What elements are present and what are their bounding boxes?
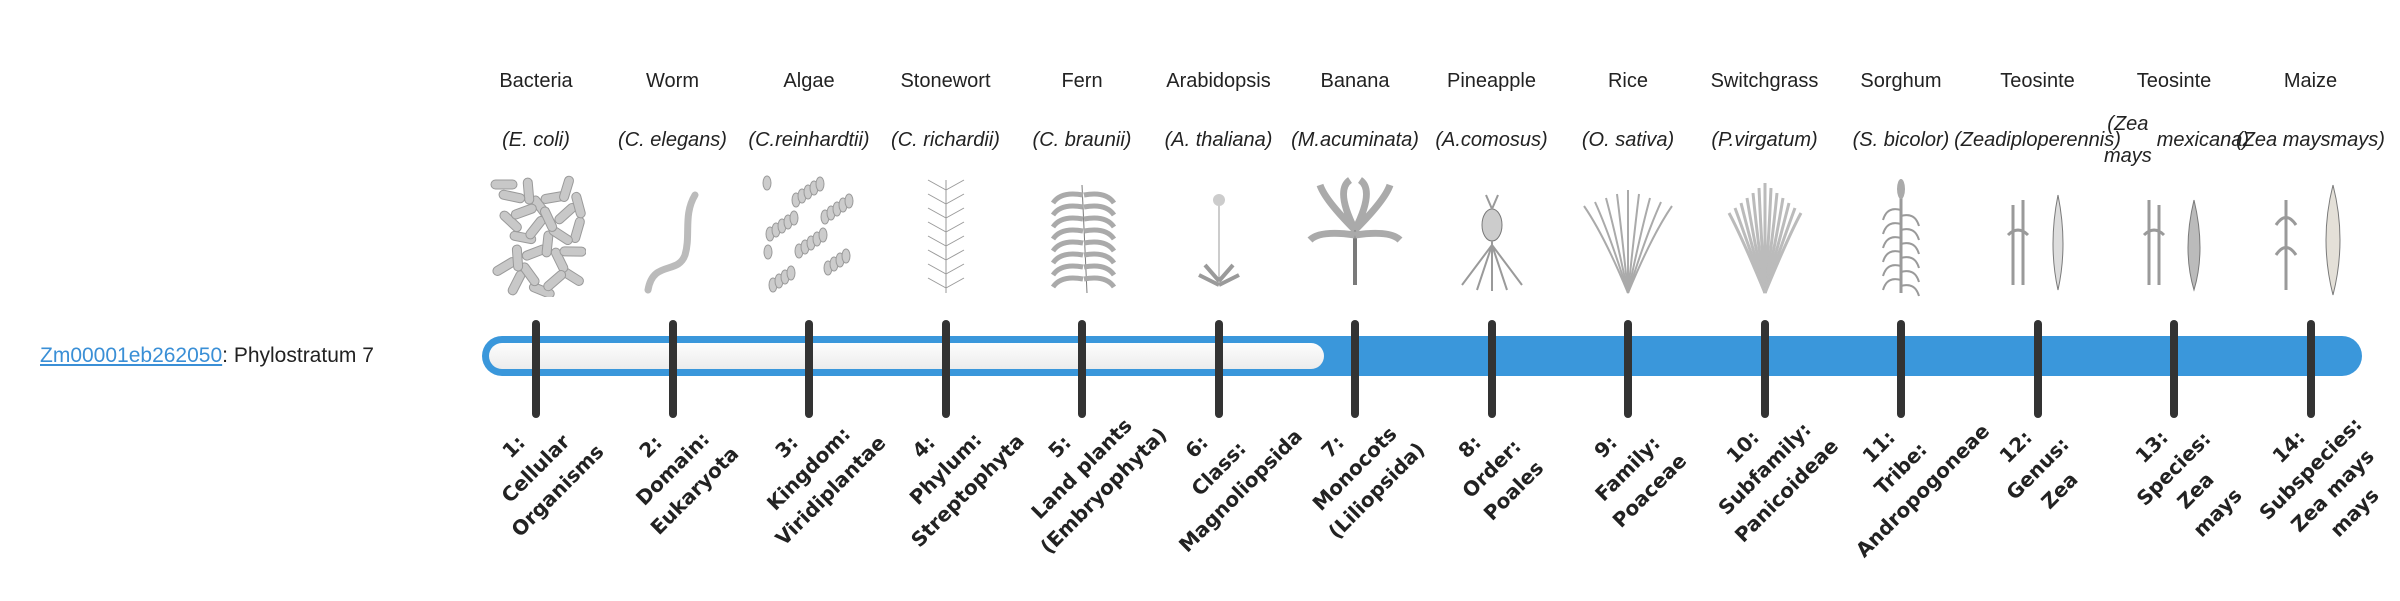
scientific-name-line: acuminata) bbox=[1319, 129, 1419, 151]
stratum-tick bbox=[668, 320, 677, 418]
phylostratum-bar bbox=[482, 336, 2362, 376]
organism-common-name: Fern bbox=[1061, 70, 1103, 92]
organism-scientific-name: (M. acuminata) bbox=[1280, 106, 1430, 174]
scientific-name-line: (E. coli) bbox=[502, 129, 570, 151]
stratum-tick bbox=[532, 320, 540, 418]
algae-illustration bbox=[759, 175, 859, 297]
stratum-tick bbox=[1214, 320, 1223, 418]
teosinte-mexicana-illustration bbox=[2124, 175, 2224, 297]
banana-illustration bbox=[1305, 175, 1405, 297]
organism-scientific-name: (O. sativa) bbox=[1553, 106, 1703, 174]
scientific-name-line: mexicana) bbox=[2156, 129, 2249, 151]
organism-common-name: Switchgrass bbox=[1710, 70, 1819, 92]
scientific-name-line: (Zea bbox=[1954, 129, 1996, 151]
stratum-tick bbox=[1760, 320, 1769, 418]
stratum-tick bbox=[2170, 320, 2178, 418]
organism-common-name: Teosinte bbox=[2000, 70, 2075, 92]
organism-common-name: Maize bbox=[2283, 70, 2338, 92]
organism-scientific-name: (C. elegans) bbox=[598, 106, 748, 174]
organism-common-name: Rice bbox=[1607, 70, 1648, 92]
organism-scientific-name: (P. virgatum) bbox=[1690, 106, 1840, 174]
organism-common-name: Teosinte bbox=[2136, 70, 2212, 92]
organism-common-name: Banana bbox=[1320, 70, 1390, 92]
stonewort-illustration bbox=[896, 175, 996, 297]
organism-common-name: Pineapple bbox=[1447, 70, 1536, 92]
scientific-name-line: comosus) bbox=[1460, 129, 1548, 151]
switchgrass-illustration bbox=[1715, 175, 1815, 297]
organism-common-name: Stonewort bbox=[900, 70, 991, 92]
scientific-name-line: (C. elegans) bbox=[618, 129, 727, 151]
organism-common-name: Algae bbox=[783, 70, 835, 92]
stratum-tick bbox=[2033, 320, 2042, 418]
organism-scientific-name: (C. braunii) bbox=[1007, 106, 1157, 174]
maize-illustration bbox=[2261, 175, 2361, 297]
organism-common-name: Arabidopsis bbox=[1166, 70, 1271, 92]
bacteria-illustration bbox=[486, 175, 587, 299]
organism-scientific-name: (C. richardii) bbox=[871, 106, 1021, 174]
scientific-name-line: (C. richardii) bbox=[891, 129, 1000, 151]
organism-common-name: Worm bbox=[646, 70, 699, 92]
stratum-tick bbox=[941, 320, 950, 418]
stratum-tick bbox=[1897, 320, 1905, 418]
scientific-name-line: reinhardtii) bbox=[775, 129, 870, 151]
sorghum-illustration bbox=[1851, 175, 1951, 297]
scientific-name-line: (M. bbox=[1291, 129, 1320, 151]
rice-illustration bbox=[1578, 175, 1678, 297]
stratum-tick bbox=[2306, 320, 2315, 418]
stratum-tick bbox=[1624, 320, 1632, 418]
organism-scientific-name: (A. comosus) bbox=[1417, 106, 1567, 174]
stratum-tick bbox=[805, 320, 813, 418]
stratum-tick bbox=[1351, 320, 1359, 418]
worm-illustration bbox=[623, 175, 723, 297]
scientific-name-line: mays) bbox=[2330, 129, 2385, 151]
organism-scientific-name: (Zea diploperennis) bbox=[1954, 106, 2121, 174]
scientific-name-line: (C. braunii) bbox=[1032, 129, 1132, 151]
organism-common-name: Sorghum bbox=[1860, 70, 1942, 92]
scientific-name-line: (C. bbox=[748, 129, 776, 151]
separator: : bbox=[222, 344, 234, 367]
stratum-tick bbox=[1078, 320, 1086, 418]
scientific-name-line: (P. bbox=[1711, 129, 1735, 151]
gene-id-link[interactable]: Zm00001eb262050 bbox=[40, 344, 223, 367]
pineapple-illustration bbox=[1442, 175, 1542, 297]
fern-illustration bbox=[1032, 175, 1132, 297]
organism-scientific-name: (A. thaliana) bbox=[1144, 106, 1294, 174]
scientific-name-line: diploperennis) bbox=[1995, 129, 2121, 151]
scientific-name-line: (O. sativa) bbox=[1581, 129, 1675, 151]
organism-common-name: Bacteria bbox=[499, 70, 573, 92]
scientific-name-line: virgatum) bbox=[1734, 129, 1818, 151]
scientific-name-line: (Zea mays bbox=[2103, 113, 2152, 167]
organism-scientific-name: (C. reinhardtii) bbox=[734, 106, 884, 174]
phylostratum-text: Phylostratum 7 bbox=[233, 344, 374, 367]
arabidopsis-illustration bbox=[1169, 175, 1269, 297]
scientific-name-line: (Zea mays bbox=[2236, 129, 2331, 151]
scientific-name-line: (S. bicolor) bbox=[1852, 129, 1950, 151]
organism-scientific-name: (E. coli) bbox=[461, 106, 611, 174]
organism-scientific-name: (Zea mays mays) bbox=[2236, 106, 2386, 174]
teosinte-illustration bbox=[1988, 175, 2088, 297]
bar-unfilled-track bbox=[489, 343, 1324, 369]
stratum-tick bbox=[1487, 320, 1496, 418]
organism-scientific-name: (Zea mays mexicana) bbox=[2099, 106, 2249, 174]
scientific-name-line: (A. thaliana) bbox=[1164, 129, 1273, 151]
organism-scientific-name: (S. bicolor) bbox=[1826, 106, 1976, 174]
gene-phylostratum-label: Zm00001eb262050: Phylostratum 7 bbox=[40, 340, 374, 372]
scientific-name-line: (A. bbox=[1435, 129, 1461, 151]
